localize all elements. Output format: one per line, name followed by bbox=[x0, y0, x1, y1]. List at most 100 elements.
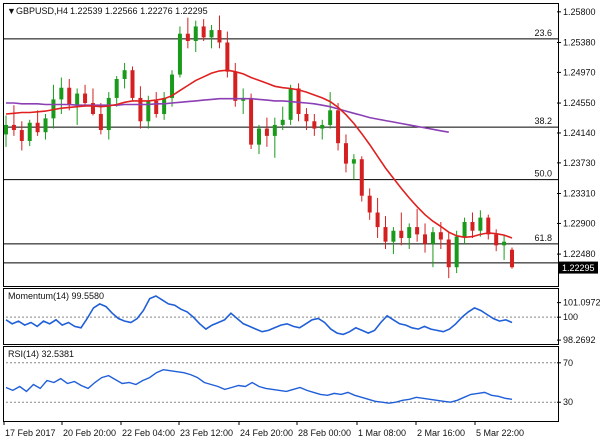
fibonacci-levels: 23.6 38.2 50.0 61.8 bbox=[4, 28, 558, 264]
rsi-axis-ticks: 70 30 bbox=[557, 358, 573, 407]
time-tick-label: 5 Mar 22:00 bbox=[476, 428, 524, 438]
candle-body-bull bbox=[162, 97, 167, 114]
red-moving-average-line bbox=[5, 69, 513, 239]
rsi-panel-frame bbox=[3, 346, 559, 422]
candle-body-bear bbox=[19, 130, 24, 141]
candle-body-bear bbox=[264, 128, 269, 136]
candle-body-bear bbox=[415, 227, 420, 235]
momentum-label: Momentum(14) 99.5580 bbox=[8, 291, 104, 301]
candle-body-bull bbox=[193, 26, 198, 42]
candle-body-bull bbox=[328, 110, 333, 125]
momentum-panel-frame bbox=[3, 288, 559, 345]
candle-body-bear bbox=[312, 121, 317, 129]
candle-body-bull bbox=[391, 230, 396, 242]
candle-body-bear bbox=[185, 33, 190, 42]
candle-body-bear bbox=[201, 26, 206, 38]
candle-body-bull bbox=[177, 33, 182, 75]
fib-level-label: 38.2 bbox=[534, 116, 552, 126]
rsi-tick-label: 30 bbox=[563, 397, 573, 407]
candle-body-bull bbox=[320, 124, 325, 129]
time-tick-label: 28 Feb 00:00 bbox=[298, 428, 351, 438]
rsi-line bbox=[5, 368, 513, 404]
rsi-label: RSI(14) 32.5381 bbox=[8, 349, 74, 359]
candle-body-bear bbox=[494, 234, 499, 246]
time-tick-label: 22 Feb 04:00 bbox=[122, 428, 175, 438]
candle-body-bull bbox=[43, 118, 48, 133]
candle-body-bear bbox=[138, 97, 143, 122]
purple-moving-average-line bbox=[6, 97, 449, 133]
candle-body-bear bbox=[83, 93, 88, 104]
candle-body-bull bbox=[257, 128, 261, 145]
current-price-tag: 1.22295 bbox=[558, 261, 598, 274]
candle-body-bull bbox=[462, 221, 467, 237]
fib-level-label: 50.0 bbox=[534, 169, 552, 179]
time-axis: 17 Feb 2017 20 Feb 20:00 22 Feb 04:00 23 Fe… bbox=[3, 421, 524, 438]
candle-body-bull bbox=[272, 124, 277, 136]
candle-body-bear bbox=[35, 122, 40, 133]
time-tick-label: 2 Mar 16:00 bbox=[417, 428, 465, 438]
candle-body-bull bbox=[430, 232, 435, 244]
candle-body-bear bbox=[510, 249, 514, 268]
momentum-tick-label: 98.2692 bbox=[563, 335, 596, 345]
time-tick-label: 17 Feb 2017 bbox=[5, 428, 56, 438]
time-tick-label: 1 Mar 08:00 bbox=[358, 428, 406, 438]
candle-body-bull bbox=[502, 241, 507, 246]
time-tick-label: 24 Feb 20:00 bbox=[240, 428, 293, 438]
moving-average-lines bbox=[5, 69, 513, 239]
price-tick-label: 1.23730 bbox=[563, 158, 596, 168]
fib-level-label: 61.8 bbox=[534, 233, 552, 243]
candle-body-bear bbox=[249, 97, 254, 145]
candle-body-bear bbox=[438, 232, 443, 240]
candle-body-bear bbox=[225, 42, 230, 72]
candle-body-bear bbox=[11, 124, 16, 131]
momentum-tick-label: 100 bbox=[563, 312, 578, 322]
chart-symbol: GBPUSD,H4 bbox=[16, 6, 68, 16]
candle-body-bull bbox=[170, 74, 175, 98]
candle-body-bear bbox=[383, 227, 388, 242]
candle-body-bear bbox=[446, 239, 451, 268]
candle-body-bull bbox=[146, 100, 151, 122]
price-tick-label: 1.22900 bbox=[563, 218, 596, 228]
momentum-axis-ticks: 101.0972 100 98.2692 bbox=[557, 298, 600, 345]
candle-body-bear bbox=[98, 113, 103, 131]
candle-body-bear bbox=[375, 212, 380, 228]
current-price-tag-text: 1.22295 bbox=[562, 263, 595, 273]
price-tick-label: 1.24970 bbox=[563, 67, 596, 77]
candle-body-bull bbox=[75, 93, 80, 106]
price-tick-label: 1.23310 bbox=[563, 189, 596, 199]
momentum-tick-label: 101.0972 bbox=[563, 298, 600, 308]
candle-body-bear bbox=[336, 110, 341, 144]
price-tick-label: 1.22480 bbox=[563, 249, 596, 259]
candle-body-bear bbox=[423, 234, 428, 244]
rsi-series bbox=[5, 362, 556, 404]
price-tick-label: 1.25380 bbox=[563, 37, 596, 47]
candle-body-bear bbox=[233, 71, 238, 101]
candle-body-bear bbox=[486, 217, 491, 235]
candle-body-bull bbox=[106, 97, 111, 131]
candle-body-bull bbox=[288, 88, 293, 120]
price-tick-label: 1.25800 bbox=[563, 7, 596, 17]
candle-body-bull bbox=[351, 159, 356, 164]
price-panel-frame bbox=[3, 3, 559, 287]
candle-body-bear bbox=[399, 230, 404, 239]
candle-body-bear bbox=[154, 100, 159, 114]
candle-body-bear bbox=[367, 195, 372, 213]
candle-body-bull bbox=[114, 78, 119, 98]
momentum-series bbox=[5, 295, 556, 336]
candle-body-bear bbox=[296, 88, 301, 114]
chart-header-arrow: ▼ bbox=[7, 6, 16, 16]
rsi-tick-label: 70 bbox=[563, 358, 573, 368]
candlestick-series bbox=[4, 15, 514, 279]
time-tick-label: 20 Feb 20:00 bbox=[63, 428, 116, 438]
candle-body-bear bbox=[343, 143, 348, 164]
candle-body-bear bbox=[304, 113, 309, 122]
candle-body-bull bbox=[122, 70, 127, 79]
candle-body-bull bbox=[478, 217, 483, 231]
candle-body-bull bbox=[280, 119, 285, 125]
price-tick-label: 1.24140 bbox=[563, 128, 596, 138]
momentum-line bbox=[5, 295, 513, 336]
candle-body-bull bbox=[454, 236, 459, 268]
candle-body-bear bbox=[359, 159, 364, 196]
candle-body-bear bbox=[217, 30, 222, 43]
